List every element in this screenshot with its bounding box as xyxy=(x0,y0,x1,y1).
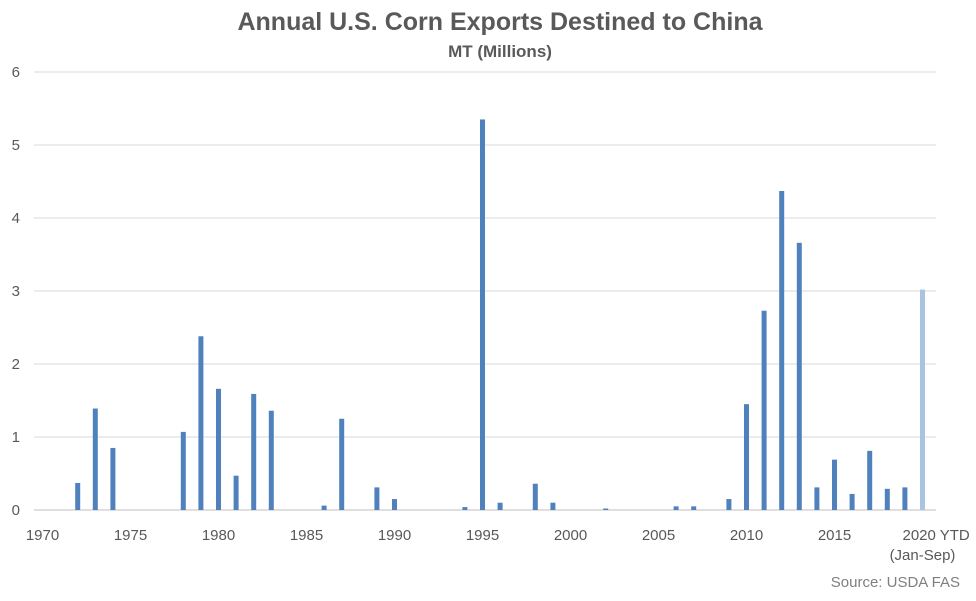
bar-2013 xyxy=(796,242,802,510)
bar-2009 xyxy=(726,499,732,510)
bar-1986 xyxy=(321,505,327,510)
chart-subtitle: MT (Millions) xyxy=(448,42,552,61)
bar-1994 xyxy=(462,507,468,510)
x-tick-label-1990: 1990 xyxy=(378,527,411,544)
x-tick-label-2020-ytd: 2020 YTD xyxy=(903,527,970,544)
bar-1982 xyxy=(251,393,257,510)
bar-1979 xyxy=(198,336,204,510)
bar-1980 xyxy=(216,388,221,510)
x-tick-label-1980: 1980 xyxy=(202,527,235,544)
bar-2006 xyxy=(673,506,679,510)
y-tick-label-1: 1 xyxy=(12,429,20,446)
x-tick-label-1985: 1985 xyxy=(290,527,323,544)
bar-2012 xyxy=(779,190,785,511)
y-tick-label-2: 2 xyxy=(12,356,20,373)
bar-1990 xyxy=(392,499,397,510)
bar-1974 xyxy=(110,447,116,510)
x-tick-label-jan-sep: (Jan-Sep) xyxy=(890,547,956,564)
bar-1989 xyxy=(374,487,380,510)
bar-1978 xyxy=(180,431,186,510)
bar-2020 xyxy=(920,289,925,510)
source-note: Source: USDA FAS xyxy=(830,574,960,591)
y-tick-label-6: 6 xyxy=(12,64,20,81)
bar-1981 xyxy=(233,475,239,510)
bar-1995 xyxy=(480,119,485,510)
y-tick-label-3: 3 xyxy=(12,283,20,300)
bar-2010 xyxy=(744,404,749,510)
bar-2019 xyxy=(902,487,908,510)
x-tick-label-2010: 2010 xyxy=(730,527,763,544)
bar-2018 xyxy=(884,488,890,510)
bar-1987 xyxy=(339,418,345,510)
bar-1999 xyxy=(550,502,556,510)
bar-2002 xyxy=(603,508,609,510)
x-tick-label-2000: 2000 xyxy=(554,527,587,544)
bar-1983 xyxy=(268,410,274,510)
bar-1996 xyxy=(497,502,503,510)
x-tick-label-2015: 2015 xyxy=(818,527,851,544)
bar-2016 xyxy=(849,493,855,510)
bar-2011 xyxy=(761,310,767,510)
bar-2015 xyxy=(832,459,837,510)
x-tick-label-1970: 1970 xyxy=(26,527,59,544)
bar-2014 xyxy=(814,487,820,510)
bar-2017 xyxy=(867,450,873,510)
x-tick-label-2005: 2005 xyxy=(642,527,675,544)
bar-1998 xyxy=(532,483,538,510)
chart-title: Annual U.S. Corn Exports Destined to Chi… xyxy=(237,8,763,36)
bar-2007 xyxy=(691,506,697,510)
bar-1972 xyxy=(75,482,81,510)
y-tick-label-0: 0 xyxy=(12,502,20,519)
x-tick-label-1975: 1975 xyxy=(114,527,147,544)
y-tick-label-5: 5 xyxy=(12,137,20,154)
x-tick-label-1995: 1995 xyxy=(466,527,499,544)
y-tick-label-4: 4 xyxy=(12,210,20,227)
bar-1973 xyxy=(92,408,98,510)
